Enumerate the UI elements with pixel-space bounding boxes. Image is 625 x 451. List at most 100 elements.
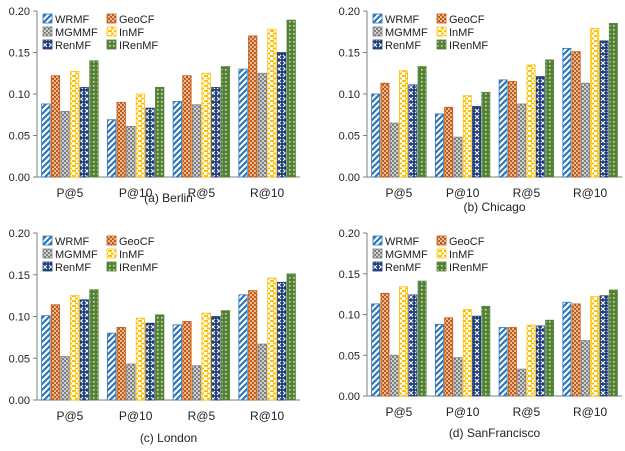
legend-swatch [106,26,117,37]
y-tick-label: 0.15 [339,48,360,60]
bar-geocf-pat5 [50,304,61,401]
y-tick-label: 0.05 [339,350,360,362]
bar-wrmf-rat5 [498,327,508,397]
bar-renmf-rat10 [599,40,609,178]
y-tick-label: 0.10 [339,310,360,322]
bar-inmf-pat10 [462,95,472,178]
bar-renmf-rat5 [211,86,221,178]
bar-mgmmf-rat5 [517,103,527,178]
bar-geocf-rat5 [507,81,517,178]
legend-label: InMF [119,249,144,261]
legend-swatch [106,39,117,50]
bar-geocf-rat5 [182,321,192,401]
bar-wrmf-pat10 [106,119,117,178]
legend-swatch [42,261,53,272]
legend-label: InMF [449,249,474,261]
bar-mgmmf-rat10 [257,72,267,178]
bar-geocf-rat10 [248,35,258,178]
legend-swatch [436,39,447,50]
x-tick-label: R@10 [573,186,608,200]
x-tick-label: P@5 [56,186,83,200]
legend: WRMF GeoCF MGMMF InMF RenMF IRenMF [42,13,158,52]
y-tick-label: 0.20 [9,228,30,240]
bar-inmf-pat5 [70,71,80,178]
legend-label: GeoCF [449,14,485,26]
bar-irenmf-pat10 [155,86,165,178]
bar-geocf-pat10 [444,317,454,397]
legend-swatch [372,39,383,50]
legend-swatch [42,235,53,246]
bar-renmf-rat5 [211,316,221,401]
legend-swatch [372,248,383,259]
chart-chicago: 0.00 0.05 0.10 0.15 0.20 P@5 P@10 R@5 R@10 WRMF Ge… [339,6,622,214]
legend-swatch [106,248,117,259]
bar-mgmmf-rat5 [517,368,527,397]
legend-label: IRenMF [449,40,488,52]
chart-caption: (b) Chicago [463,200,525,214]
legend-label: InMF [119,27,144,39]
bar-wrmf-pat5 [41,103,51,178]
legend-label: InMF [449,27,474,39]
chart-berlin: 0.00 0.05 0.10 0.15 0.20 P@5 P@10 R@5 R@10 WRMF Ge… [9,6,300,205]
bar-wrmf-pat5 [371,303,381,397]
bar-irenmf-pat10 [481,91,491,178]
legend-label: RenMF [385,262,421,274]
legend-swatch [436,26,447,37]
legend-label: RenMF [55,262,91,274]
legend-swatch [372,261,383,272]
bar-geocf-rat10 [571,51,581,178]
bar-inmf-pat10 [462,309,472,397]
bar-inmf-rat10 [267,28,277,178]
bar-wrmf-rat5 [172,324,182,401]
bar-geocf-pat5 [380,292,390,397]
x-tick-label: R@5 [513,405,541,419]
x-tick-label: P@5 [56,409,83,423]
y-tick-label: 0.10 [339,89,360,101]
bar-inmf-rat10 [590,28,600,178]
bar-wrmf-rat5 [172,101,182,178]
legend-swatch [436,248,447,259]
x-tick-label: R@10 [573,405,608,419]
bar-renmf-pat5 [408,84,418,178]
legend-label: WRMF [55,236,89,248]
bar-mgmmf-rat10 [257,343,267,401]
bar-irenmf-pat5 [417,66,427,178]
y-tick-label: 0.10 [9,312,30,324]
legend-label: GeoCF [449,236,485,248]
bar-renmf-pat10 [145,107,155,178]
x-tick-label: P@10 [119,186,153,200]
legend-swatch [42,26,53,37]
bar-irenmf-pat5 [89,289,99,401]
y-tick-label: 0.05 [9,131,30,143]
chart-london: 0.00 0.05 0.10 0.15 0.20 P@5 P@10 R@5 R@10 WRMF Ge… [9,228,300,445]
legend-label: MGMMF [385,27,428,39]
legend-label: IRenMF [119,40,158,52]
legend-label: GeoCF [119,236,155,248]
bar-inmf-rat5 [201,72,211,178]
bar-inmf-pat10 [135,93,146,178]
x-tick-label: P@10 [119,409,153,423]
bar-wrmf-pat5 [41,315,51,401]
bar-inmf-rat10 [267,277,277,401]
legend: WRMF GeoCF MGMMF InMF RenMF IRenMF [42,235,158,274]
bar-mgmmf-pat10 [453,136,463,178]
legend-swatch [436,261,447,272]
y-tick-label: 0.00 [339,172,360,184]
legend-swatch [42,13,53,24]
x-tick-label: R@5 [513,186,541,200]
bar-irenmf-rat5 [220,66,231,178]
legend: WRMF GeoCF MGMMF InMF RenMF IRenMF [372,13,488,52]
legend-label: WRMF [385,14,419,26]
bar-mgmmf-rat10 [581,82,590,178]
bar-renmf-pat5 [79,86,89,178]
legend-label: RenMF [385,40,421,52]
bar-mgmmf-rat10 [581,340,590,397]
bar-geocf-rat5 [182,75,192,178]
bar-mgmmf-pat5 [389,122,399,178]
x-tick-label: R@10 [250,186,285,200]
x-tick-label: R@10 [250,409,285,423]
legend-swatch [106,235,117,246]
legend-label: WRMF [55,14,89,26]
bar-geocf-pat5 [380,82,390,178]
